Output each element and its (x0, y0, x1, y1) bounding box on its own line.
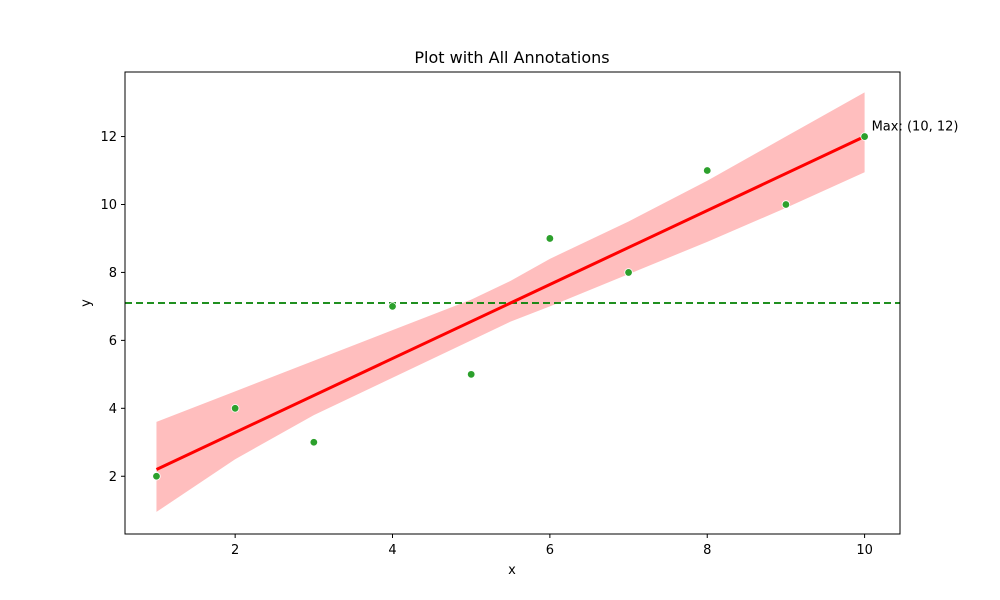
chart-title: Plot with All Annotations (414, 48, 609, 67)
scatter-point (624, 268, 633, 277)
y-tick-label: 4 (109, 402, 117, 417)
scatter-points-layer (152, 132, 869, 481)
y-axis-ticks: 2 4 6 8 10 12 (100, 130, 125, 485)
y-tick-label: 6 (109, 334, 117, 349)
x-axis-title: x (508, 563, 516, 578)
scatter-point (703, 166, 712, 175)
regression-line-layer (155, 135, 866, 471)
x-tick-label: 2 (231, 543, 239, 558)
max-annotation-label: Max: (10, 12) (872, 120, 959, 135)
scatter-point (388, 302, 397, 311)
scatter-point (230, 404, 240, 413)
x-tick-label: 10 (856, 543, 873, 558)
x-tick-label: 6 (546, 543, 554, 558)
scatter-point (545, 234, 555, 243)
x-axis-ticks: 2 4 6 8 10 (231, 534, 873, 558)
y-tick-label: 8 (109, 266, 117, 281)
scatter-point (781, 200, 791, 209)
x-tick-label: 4 (388, 543, 396, 558)
x-tick-label: 8 (703, 543, 711, 558)
annotation-layer: Max: (10, 12) (872, 120, 959, 135)
y-tick-label: 2 (109, 470, 117, 485)
plot-area-frame (124, 71, 901, 535)
scatter-point (860, 132, 869, 141)
y-axis-title: y (79, 299, 94, 307)
y-tick-label: 12 (100, 130, 117, 145)
y-tick-label: 10 (100, 198, 117, 213)
scatter-point (466, 370, 476, 379)
scatter-point (309, 438, 319, 447)
regression-line (155, 135, 866, 471)
scatter-point (152, 472, 161, 481)
